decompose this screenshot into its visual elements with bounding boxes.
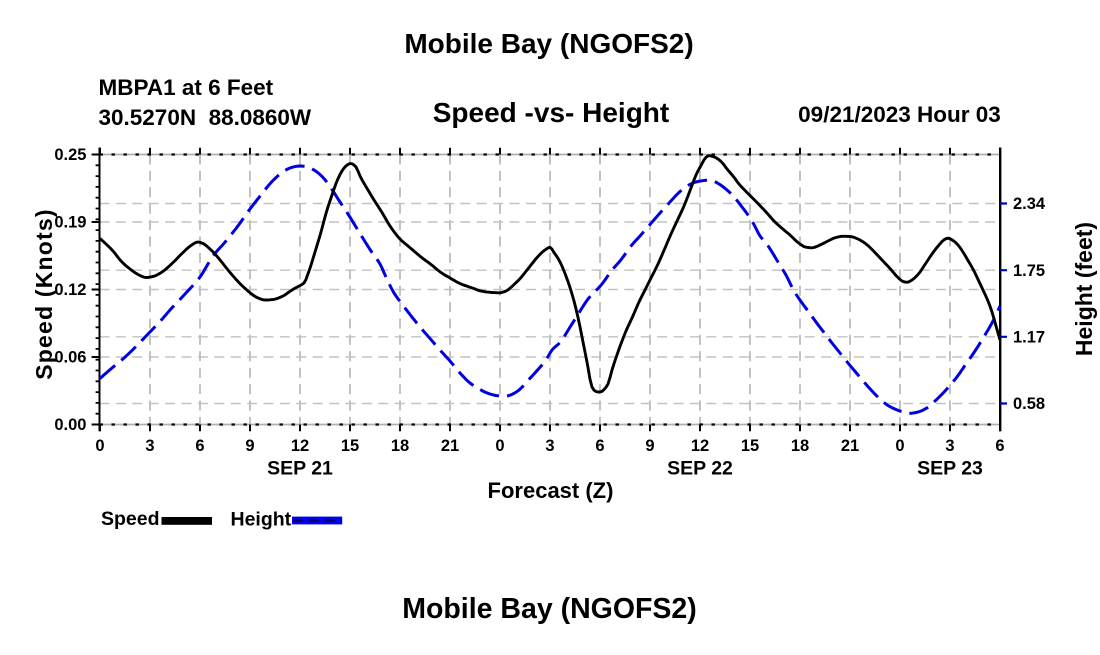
- svg-text:18: 18: [391, 437, 409, 455]
- svg-text:0: 0: [495, 437, 504, 455]
- svg-text:3: 3: [545, 437, 554, 455]
- svg-text:1.17: 1.17: [1013, 329, 1045, 347]
- svg-text:30.5270N 88.0860W: 30.5270N 88.0860W: [99, 105, 312, 130]
- svg-text:3: 3: [145, 437, 154, 455]
- svg-text:Height: Height: [231, 509, 292, 531]
- svg-text:0: 0: [895, 437, 904, 455]
- svg-text:MBPA1 at 6 Feet: MBPA1 at 6 Feet: [99, 75, 274, 100]
- svg-text:0.00: 0.00: [54, 416, 86, 434]
- svg-text:9: 9: [245, 437, 254, 455]
- svg-text:6: 6: [195, 437, 204, 455]
- svg-text:0.19: 0.19: [54, 214, 86, 232]
- svg-text:21: 21: [841, 437, 859, 455]
- svg-text:SEP 23: SEP 23: [917, 458, 983, 480]
- svg-text:SEP 21: SEP 21: [267, 458, 333, 480]
- svg-text:Speed: Speed: [101, 508, 160, 530]
- svg-text:12: 12: [691, 437, 709, 455]
- svg-text:9: 9: [645, 437, 654, 455]
- svg-text:Mobile Bay (NGOFS2): Mobile Bay (NGOFS2): [402, 593, 697, 625]
- svg-text:0: 0: [95, 437, 104, 455]
- svg-text:0.12: 0.12: [54, 281, 86, 299]
- svg-text:Speed (Knots): Speed (Knots): [31, 208, 57, 380]
- svg-text:15: 15: [341, 437, 359, 455]
- svg-text:12: 12: [291, 437, 309, 455]
- svg-text:18: 18: [791, 437, 809, 455]
- svg-text:Forecast (Z): Forecast (Z): [488, 478, 614, 503]
- svg-text:15: 15: [741, 437, 759, 455]
- svg-text:21: 21: [441, 437, 459, 455]
- svg-text:2.34: 2.34: [1013, 195, 1046, 213]
- svg-text:1.75: 1.75: [1013, 262, 1045, 280]
- svg-text:6: 6: [995, 437, 1004, 455]
- svg-text:0.58: 0.58: [1013, 395, 1045, 413]
- svg-text:0.06: 0.06: [54, 349, 86, 367]
- svg-text:09/21/2023 Hour 03: 09/21/2023 Hour 03: [798, 102, 1001, 127]
- svg-text:Height (feet): Height (feet): [1071, 222, 1097, 356]
- svg-text:SEP 22: SEP 22: [667, 458, 733, 480]
- svg-text:Mobile Bay (NGOFS2): Mobile Bay (NGOFS2): [404, 28, 693, 59]
- svg-text:6: 6: [595, 437, 604, 455]
- svg-text:Speed -vs- Height: Speed -vs- Height: [433, 97, 669, 128]
- svg-text:3: 3: [945, 437, 954, 455]
- svg-text:0.25: 0.25: [54, 146, 86, 164]
